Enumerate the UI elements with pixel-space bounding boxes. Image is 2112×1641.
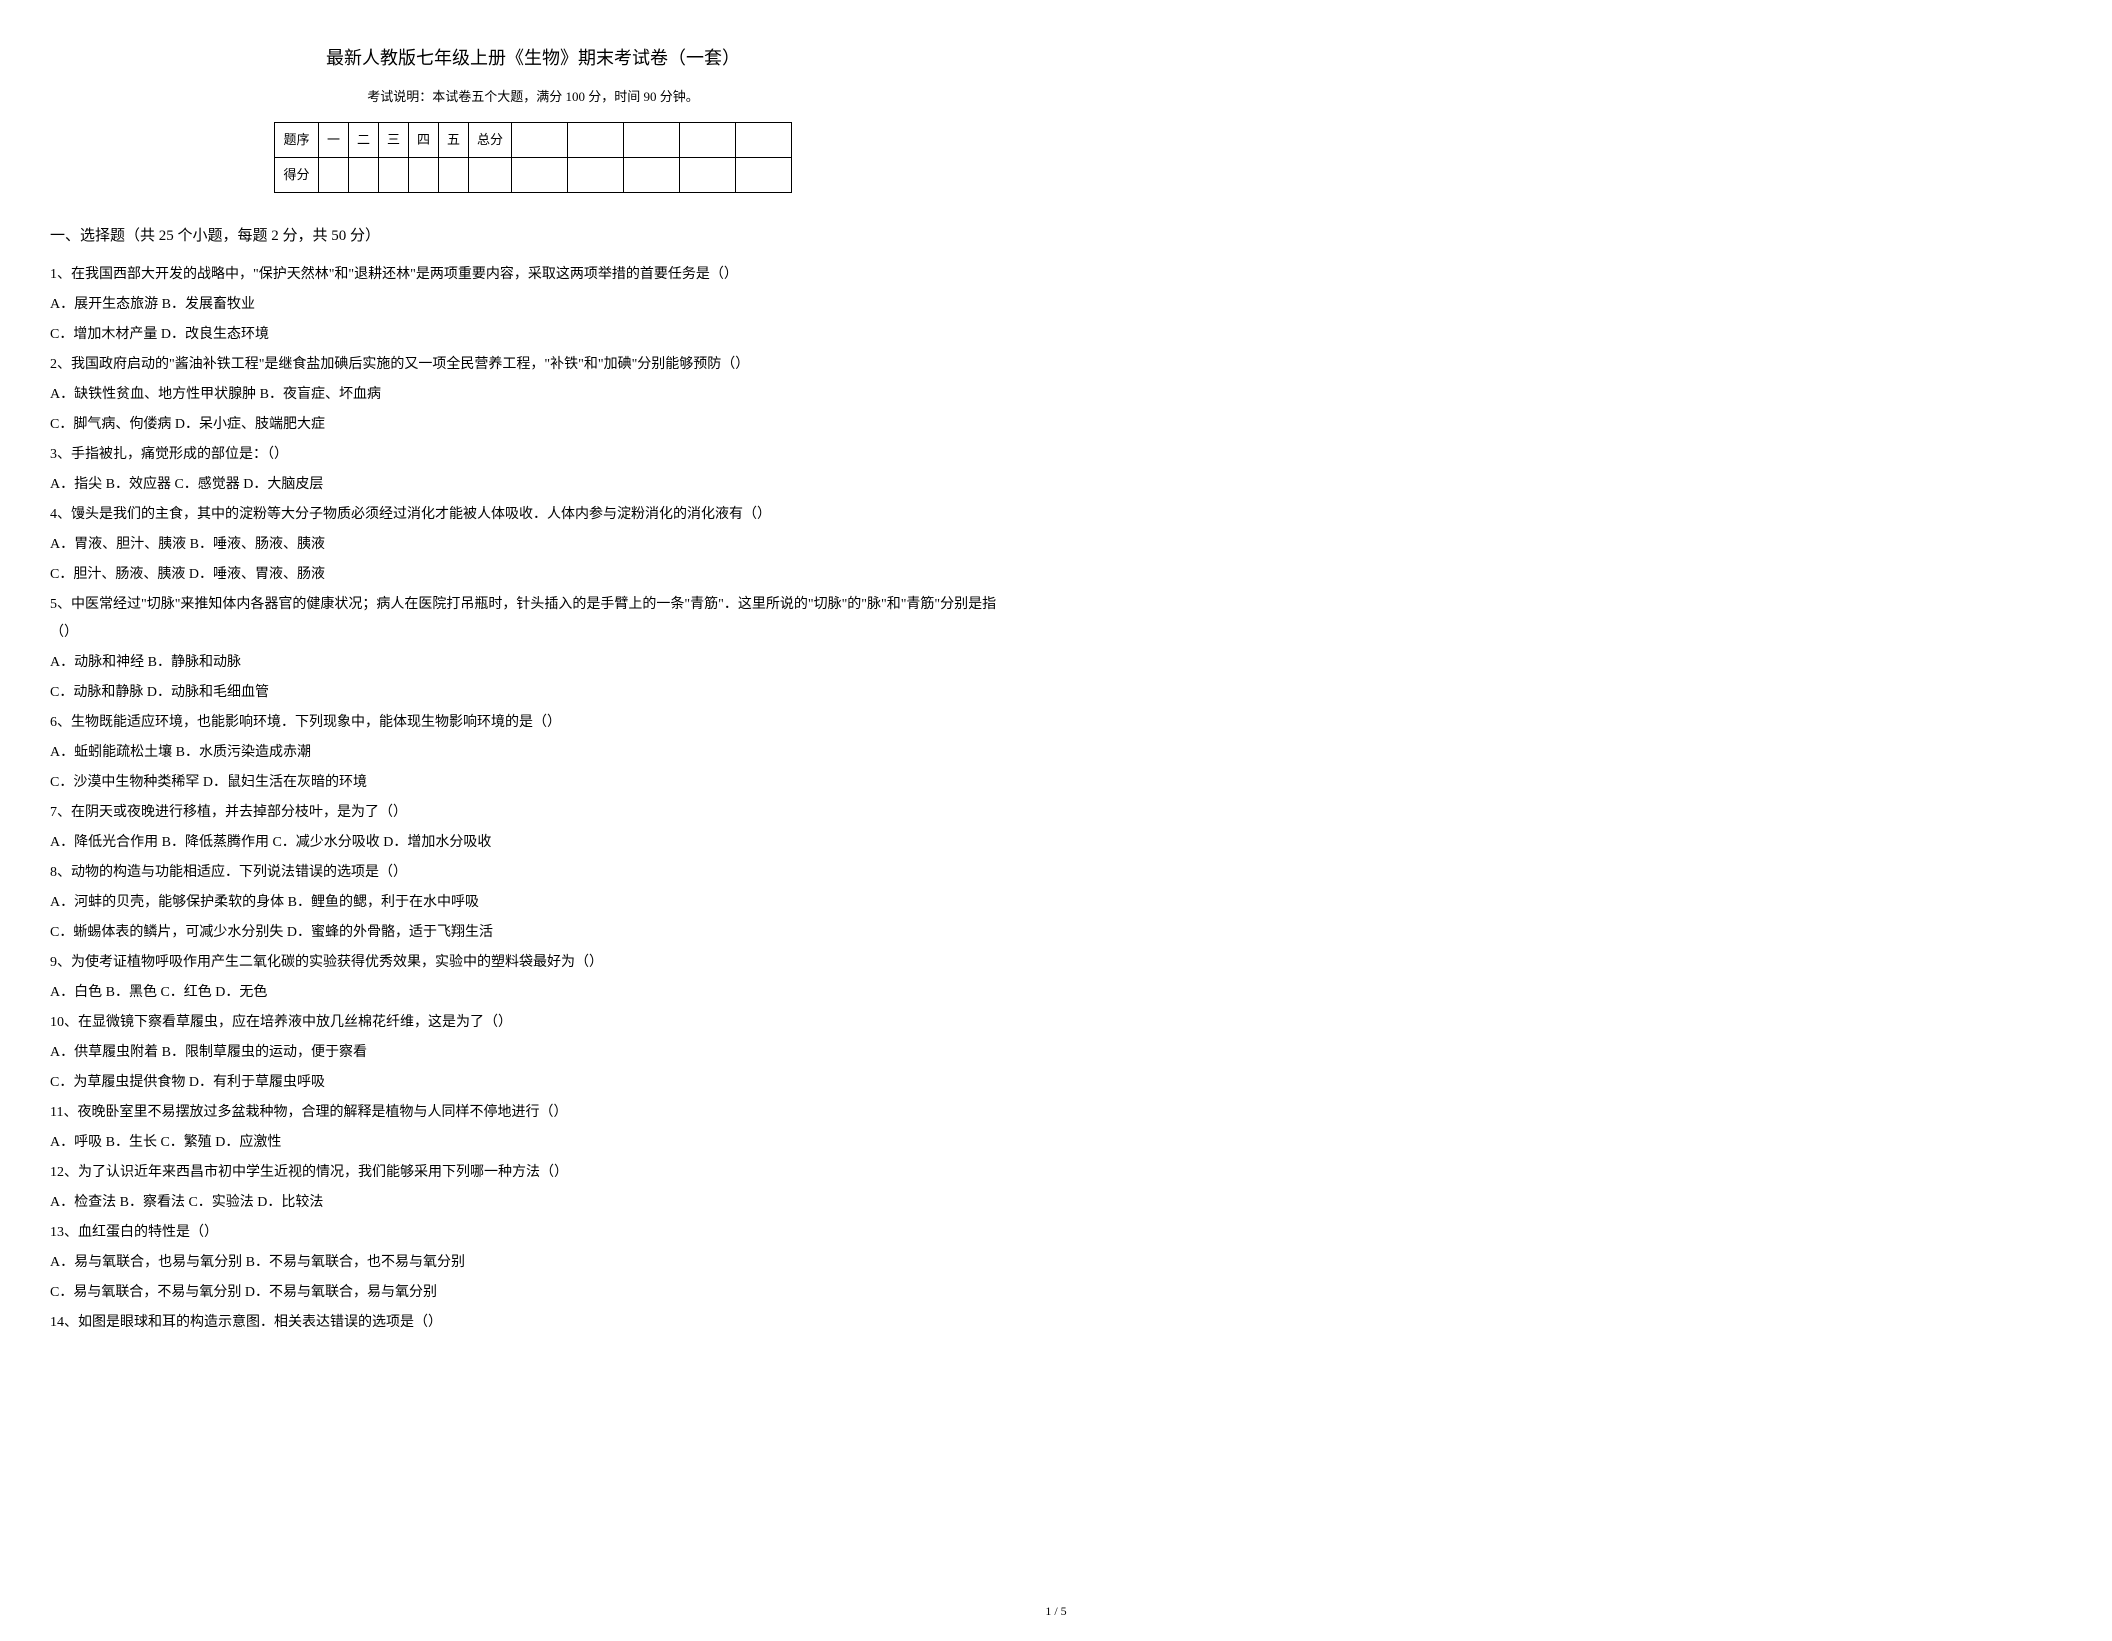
score-header-cell: 三 xyxy=(378,123,408,158)
score-blank-cell xyxy=(568,158,624,193)
question-options-line: A．河蚌的贝壳，能够保护柔软的身体 B．鲤鱼的鳃，利于在水中呼吸 xyxy=(50,889,1016,917)
page-number: 1 / 5 xyxy=(0,1599,2112,1623)
question-options-line: C．蜥蜴体表的鳞片，可减少水分别失 D．蜜蜂的外骨骼，适于飞翔生活 xyxy=(50,919,1016,947)
exam-subtitle: 考试说明：本试卷五个大题，满分 100 分，时间 90 分钟。 xyxy=(50,84,1016,110)
question-stem: 1、在我国西部大开发的战略中，"保护天然林"和"退耕还林"是两项重要内容，采取这… xyxy=(50,261,1016,289)
question-options-line: C．动脉和静脉 D．动脉和毛细血管 xyxy=(50,679,1016,707)
score-blank-cell xyxy=(680,158,736,193)
question-options-line: C．脚气病、佝偻病 D．呆小症、肢端肥大症 xyxy=(50,411,1016,439)
score-table: 题序 一 二 三 四 五 总分 得分 xyxy=(274,122,792,193)
score-header-cell: 题序 xyxy=(274,123,318,158)
question-options-line: A．检查法 B．察看法 C．实验法 D．比较法 xyxy=(50,1189,1016,1217)
score-table-value-row: 得分 xyxy=(274,158,791,193)
question-stem: 7、在阴天或夜晚进行移植，并去掉部分枝叶，是为了（） xyxy=(50,799,1016,827)
question-options-line: A．降低光合作用 B．降低蒸腾作用 C．减少水分吸收 D．增加水分吸收 xyxy=(50,829,1016,857)
score-table-header-row: 题序 一 二 三 四 五 总分 xyxy=(274,123,791,158)
question-stem: 12、为了认识近年来西昌市初中学生近视的情况，我们能够采用下列哪一种方法（） xyxy=(50,1159,1016,1187)
score-header-cell: 总分 xyxy=(469,123,512,158)
question-options-line: A．呼吸 B．生长 C．繁殖 D．应激性 xyxy=(50,1129,1016,1157)
question-options-line: A．指尖 B．效应器 C．感觉器 D．大脑皮层 xyxy=(50,471,1016,499)
score-blank-cell xyxy=(624,158,680,193)
score-blank-cell xyxy=(680,123,736,158)
question-options-line: A．展开生态旅游 B．发展畜牧业 xyxy=(50,291,1016,319)
score-blank-cell xyxy=(736,158,792,193)
question-stem: 11、夜晚卧室里不易摆放过多盆栽种物，合理的解释是植物与人同样不停地进行（） xyxy=(50,1099,1016,1127)
score-blank-cell xyxy=(318,158,348,193)
question-options-line: A．供草履虫附着 B．限制草履虫的运动，便于察看 xyxy=(50,1039,1016,1067)
question-options-line: C．沙漠中生物种类稀罕 D．鼠妇生活在灰暗的环境 xyxy=(50,769,1016,797)
score-blank-cell xyxy=(409,158,439,193)
question-options-line: C．胆汁、肠液、胰液 D．唾液、胃液、肠液 xyxy=(50,561,1016,589)
question-options-line: A．缺铁性贫血、地方性甲状腺肿 B．夜盲症、坏血病 xyxy=(50,381,1016,409)
score-label-cell: 得分 xyxy=(274,158,318,193)
score-blank-cell xyxy=(378,158,408,193)
page-title: 最新人教版七年级上册《生物》期末考试卷（一套） xyxy=(50,40,1016,76)
question-stem: 3、手指被扎，痛觉形成的部位是：（） xyxy=(50,441,1016,469)
score-blank-cell xyxy=(348,158,378,193)
question-stem: 8、动物的构造与功能相适应．下列说法错误的选项是（） xyxy=(50,859,1016,887)
score-blank-cell xyxy=(736,123,792,158)
score-blank-cell xyxy=(512,123,568,158)
question-options-line: A．白色 B．黑色 C．红色 D．无色 xyxy=(50,979,1016,1007)
question-stem: 6、生物既能适应环境，也能影响环境．下列现象中，能体现生物影响环境的是（） xyxy=(50,709,1016,737)
score-blank-cell xyxy=(439,158,469,193)
question-options-line: C．为草履虫提供食物 D．有利于草履虫呼吸 xyxy=(50,1069,1016,1097)
question-stem: 13、血红蛋白的特性是（） xyxy=(50,1219,1016,1247)
section-heading: 一、选择题（共 25 个小题，每题 2 分，共 50 分） xyxy=(50,221,1016,251)
question-options-line: C．增加木材产量 D．改良生态环境 xyxy=(50,321,1016,349)
score-blank-cell xyxy=(512,158,568,193)
question-stem: 9、为使考证植物呼吸作用产生二氧化碳的实验获得优秀效果，实验中的塑料袋最好为（） xyxy=(50,949,1016,977)
question-stem: 14、如图是眼球和耳的构造示意图．相关表达错误的选项是（） xyxy=(50,1309,1016,1337)
question-stem: 4、馒头是我们的主食，其中的淀粉等大分子物质必须经过消化才能被人体吸收．人体内参… xyxy=(50,501,1016,529)
question-stem: 10、在显微镜下察看草履虫，应在培养液中放几丝棉花纤维，这是为了（） xyxy=(50,1009,1016,1037)
score-blank-cell xyxy=(469,158,512,193)
score-blank-cell xyxy=(568,123,624,158)
score-header-cell: 五 xyxy=(439,123,469,158)
question-stem: 5、中医常经过"切脉"来推知体内各器官的健康状况；病人在医院打吊瓶时，针头插入的… xyxy=(50,591,1016,647)
question-options-line: C．易与氧联合，不易与氧分别 D．不易与氧联合，易与氧分别 xyxy=(50,1279,1016,1307)
question-options-line: A．胃液、胆汁、胰液 B．唾液、肠液、胰液 xyxy=(50,531,1016,559)
question-options-line: A．动脉和神经 B．静脉和动脉 xyxy=(50,649,1016,677)
score-header-cell: 二 xyxy=(348,123,378,158)
question-stem: 2、我国政府启动的"酱油补铁工程"是继食盐加碘后实施的又一项全民营养工程，"补铁… xyxy=(50,351,1016,379)
score-header-cell: 一 xyxy=(318,123,348,158)
score-blank-cell xyxy=(624,123,680,158)
score-header-cell: 四 xyxy=(409,123,439,158)
question-options-line: A．蚯蚓能疏松土壤 B．水质污染造成赤潮 xyxy=(50,739,1016,767)
question-options-line: A．易与氧联合，也易与氧分别 B．不易与氧联合，也不易与氧分别 xyxy=(50,1249,1016,1277)
